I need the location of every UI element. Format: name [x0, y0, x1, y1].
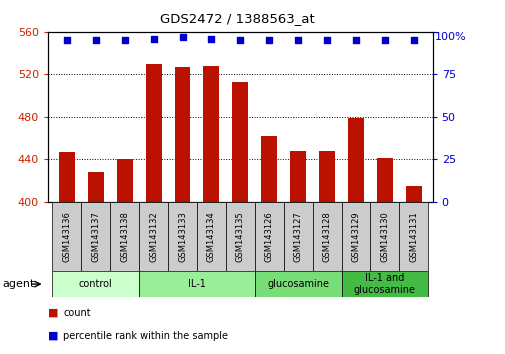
Bar — [312, 202, 341, 271]
Point — [149, 36, 158, 41]
Bar — [232, 82, 248, 354]
Text: GSM143138: GSM143138 — [120, 211, 129, 262]
Bar — [168, 202, 196, 271]
Bar — [110, 202, 139, 271]
Bar — [261, 136, 277, 354]
Text: GSM143130: GSM143130 — [380, 211, 389, 262]
Point — [265, 38, 273, 43]
Bar — [398, 202, 427, 271]
Point — [178, 34, 186, 40]
Text: percentile rank within the sample: percentile rank within the sample — [63, 331, 228, 341]
Bar — [290, 151, 306, 354]
Bar — [59, 152, 75, 354]
Text: GSM143133: GSM143133 — [178, 211, 187, 262]
Text: GSM143131: GSM143131 — [409, 211, 418, 262]
Bar — [88, 172, 104, 354]
Bar — [81, 202, 110, 271]
Text: GSM143127: GSM143127 — [293, 211, 302, 262]
Bar — [139, 271, 255, 297]
Text: ■: ■ — [48, 331, 59, 341]
Bar — [347, 118, 363, 354]
Text: GSM143135: GSM143135 — [235, 211, 244, 262]
Bar — [117, 159, 132, 354]
Text: GSM143132: GSM143132 — [149, 211, 158, 262]
Text: GDS2472 / 1388563_at: GDS2472 / 1388563_at — [160, 12, 315, 25]
Bar — [341, 202, 370, 271]
Text: IL-1: IL-1 — [188, 279, 206, 289]
Text: glucosamine: glucosamine — [267, 279, 329, 289]
Bar — [283, 202, 312, 271]
Text: GSM143137: GSM143137 — [91, 211, 100, 262]
Bar — [341, 271, 427, 297]
Bar — [139, 202, 168, 271]
Text: IL-1 and
glucosamine: IL-1 and glucosamine — [353, 273, 415, 295]
Text: GSM143129: GSM143129 — [351, 211, 360, 262]
Bar — [145, 64, 161, 354]
Text: GSM143136: GSM143136 — [62, 211, 71, 262]
Point — [120, 38, 128, 43]
Text: ■: ■ — [48, 308, 59, 318]
Point — [293, 38, 301, 43]
Bar — [405, 186, 421, 354]
Bar — [53, 202, 81, 271]
Bar — [203, 66, 219, 354]
Point — [236, 38, 244, 43]
Text: count: count — [63, 308, 91, 318]
Bar — [53, 271, 139, 297]
Text: 100%: 100% — [434, 32, 466, 42]
Point — [351, 38, 360, 43]
Bar — [255, 202, 283, 271]
Bar — [255, 271, 341, 297]
Text: agent: agent — [3, 279, 35, 289]
Text: GSM143128: GSM143128 — [322, 211, 331, 262]
Point — [409, 38, 417, 43]
Bar — [376, 158, 392, 354]
Bar — [319, 151, 334, 354]
Bar — [225, 202, 255, 271]
Bar — [174, 67, 190, 354]
Text: GSM143126: GSM143126 — [264, 211, 273, 262]
Point — [207, 36, 215, 41]
Point — [91, 38, 99, 43]
Bar — [370, 202, 398, 271]
Text: GSM143134: GSM143134 — [207, 211, 216, 262]
Point — [380, 38, 388, 43]
Point — [63, 38, 71, 43]
Bar — [196, 202, 225, 271]
Point — [322, 38, 330, 43]
Text: control: control — [79, 279, 113, 289]
